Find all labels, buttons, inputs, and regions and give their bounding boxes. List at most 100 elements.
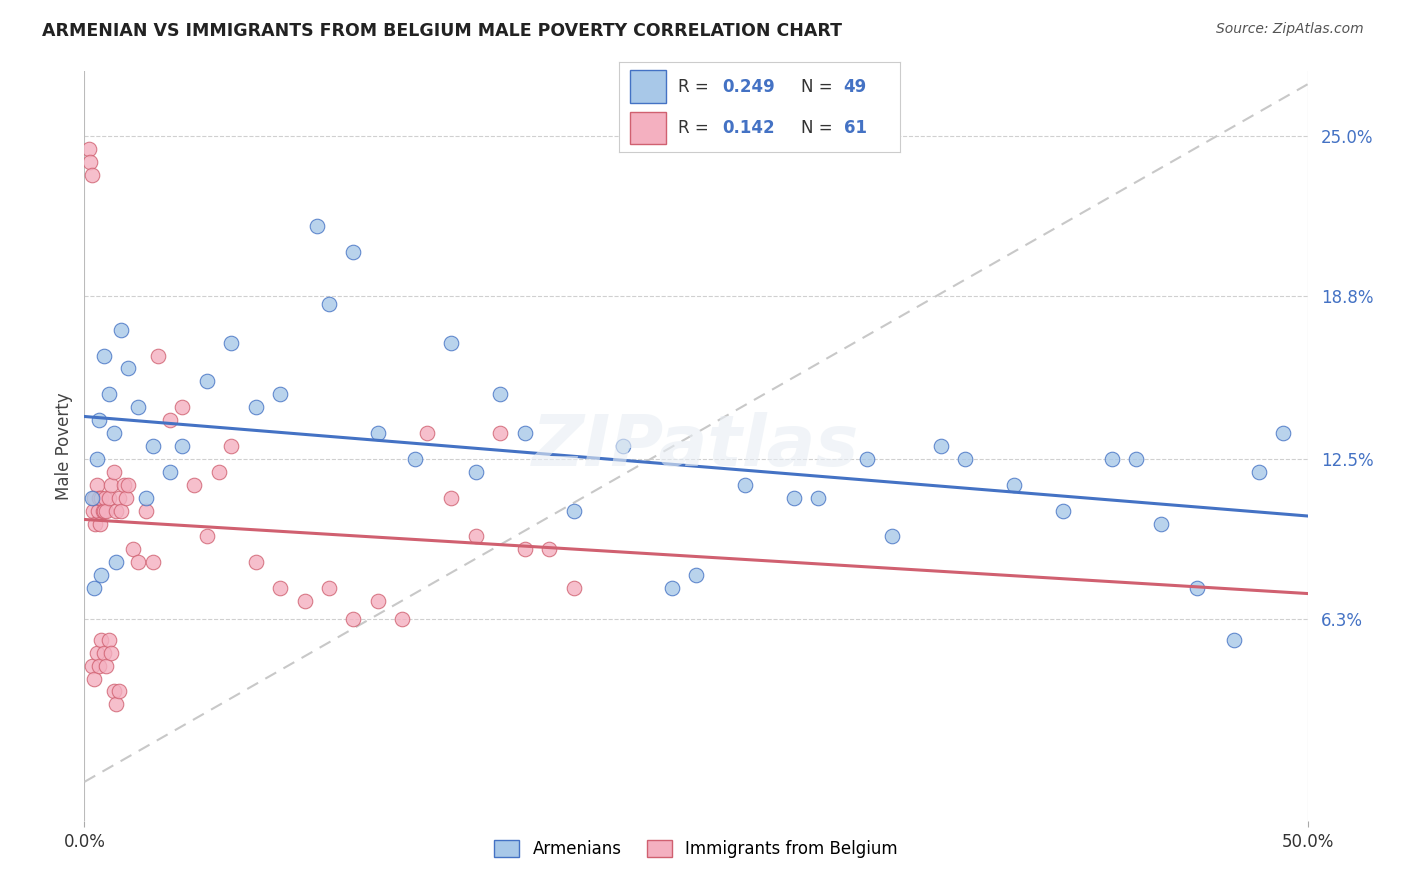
Point — [82, 503, 104, 517]
Point — [122, 542, 145, 557]
Point — [96, 503, 118, 517]
Point — [135, 503, 157, 517]
Point — [404, 451, 426, 466]
Point — [83, 672, 105, 686]
Point — [103, 426, 125, 441]
Text: 0.142: 0.142 — [723, 119, 775, 136]
Point — [94, 491, 117, 505]
Point — [953, 451, 976, 466]
Point — [90, 568, 112, 582]
Point — [86, 646, 108, 660]
Point — [159, 413, 181, 427]
Point — [142, 439, 165, 453]
Point — [87, 413, 110, 427]
Point — [195, 375, 218, 389]
Point — [93, 646, 115, 660]
Point — [318, 581, 340, 595]
Text: N =: N = — [801, 78, 838, 95]
Point — [91, 503, 114, 517]
Point — [612, 439, 634, 453]
Point — [562, 503, 585, 517]
Point — [172, 439, 194, 453]
Point — [416, 426, 439, 441]
Point — [807, 491, 830, 505]
Point — [103, 684, 125, 698]
Y-axis label: Male Poverty: Male Poverty — [55, 392, 73, 500]
Bar — [630, 112, 666, 144]
Point — [86, 451, 108, 466]
Point — [83, 491, 105, 505]
Point — [87, 503, 110, 517]
Point — [367, 426, 389, 441]
Point — [97, 632, 120, 647]
Text: N =: N = — [801, 119, 838, 136]
Point — [1223, 632, 1246, 647]
Point — [538, 542, 561, 557]
Point — [305, 219, 328, 234]
Point — [135, 491, 157, 505]
Point — [159, 465, 181, 479]
Point — [84, 516, 107, 531]
Point — [367, 594, 389, 608]
Point — [1272, 426, 1295, 441]
Point — [734, 477, 756, 491]
Point — [1125, 451, 1147, 466]
Point — [219, 335, 242, 350]
Point — [89, 516, 111, 531]
Point — [195, 529, 218, 543]
Point — [107, 491, 129, 505]
Point — [86, 477, 108, 491]
Point — [1052, 503, 1074, 517]
Point — [183, 477, 205, 491]
Point — [245, 555, 267, 569]
Point — [115, 491, 138, 505]
Point — [464, 465, 486, 479]
Point — [117, 361, 139, 376]
Point — [1150, 516, 1173, 531]
Point — [146, 349, 169, 363]
Point — [93, 349, 115, 363]
Point — [100, 477, 122, 491]
Point — [219, 439, 242, 453]
Point — [112, 477, 135, 491]
Point — [1101, 451, 1123, 466]
Point — [783, 491, 806, 505]
Point — [489, 387, 512, 401]
Text: ZIPatlas: ZIPatlas — [533, 411, 859, 481]
Point — [87, 658, 110, 673]
Point — [208, 465, 231, 479]
Point — [110, 503, 132, 517]
Point — [1187, 581, 1209, 595]
Point — [110, 323, 132, 337]
Point — [127, 401, 149, 415]
Point — [880, 529, 903, 543]
Point — [513, 426, 536, 441]
Point — [489, 426, 512, 441]
Point — [90, 632, 112, 647]
Point — [562, 581, 585, 595]
Text: 61: 61 — [844, 119, 866, 136]
Point — [391, 612, 413, 626]
Point — [97, 387, 120, 401]
Point — [80, 658, 103, 673]
Point — [105, 698, 128, 712]
Text: R =: R = — [678, 78, 714, 95]
Text: 49: 49 — [844, 78, 868, 95]
Point — [83, 581, 105, 595]
Text: 0.249: 0.249 — [723, 78, 776, 95]
Point — [93, 503, 115, 517]
Point — [342, 245, 364, 260]
Point — [269, 581, 291, 595]
Point — [172, 401, 194, 415]
Point — [661, 581, 683, 595]
Point — [318, 297, 340, 311]
Point — [103, 465, 125, 479]
Point — [142, 555, 165, 569]
Point — [685, 568, 707, 582]
Point — [440, 491, 463, 505]
Point — [77, 142, 100, 156]
Point — [105, 503, 128, 517]
Point — [1002, 477, 1025, 491]
Point — [513, 542, 536, 557]
Point — [79, 154, 101, 169]
